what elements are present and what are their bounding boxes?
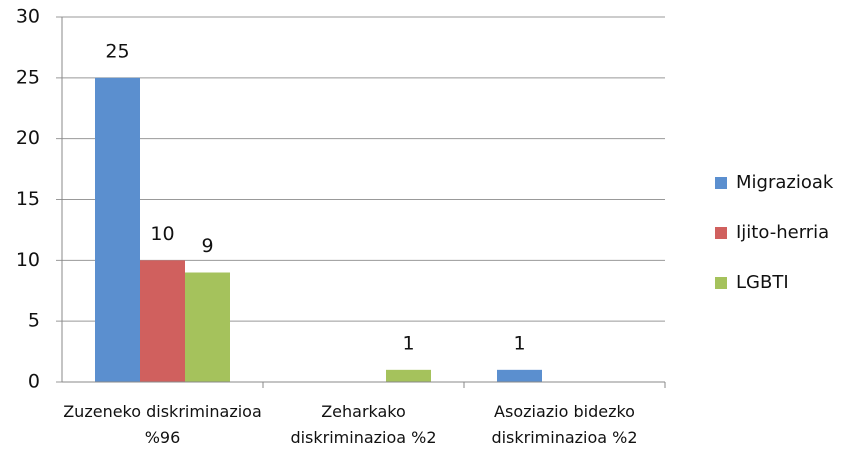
data-label: 10 [150,223,174,245]
data-label: 9 [201,235,213,257]
y-tick-label: 15 [16,188,40,210]
y-tick-label: 20 [16,127,40,149]
legend-label: Migrazioak [736,172,834,193]
data-label: 1 [513,332,525,354]
bar [185,272,230,382]
legend-swatch [715,227,727,239]
legend-swatch [715,277,727,289]
x-tick-label: Zuzeneko diskriminazioa %96 [63,402,262,447]
bar [386,369,431,382]
legend-label: LGBTI [736,272,789,293]
y-tick-label: 10 [16,249,40,271]
x-tick-label: Asoziazio bidezko diskriminazioa %2 [491,402,637,447]
y-tick-label: 5 [28,310,40,332]
legend-swatch [715,177,727,189]
data-label: 1 [402,332,414,354]
bar [497,369,542,382]
legend-label: Ijito-herria [736,222,829,243]
y-tick-label: 0 [28,371,40,393]
bar [140,260,185,382]
data-label: 25 [105,40,129,62]
x-tick-label: Zeharkako diskriminazioa %2 [290,402,436,447]
bar [95,77,140,382]
y-tick-label: 25 [16,66,40,88]
y-tick-label: 30 [16,6,40,28]
